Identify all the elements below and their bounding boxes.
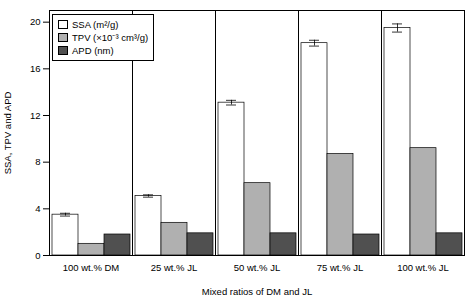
- svg-text:16: 16: [30, 63, 41, 74]
- html-text:SSA (m²/g): SSA (m²/g): [72, 19, 119, 30]
- svg-text:100 wt.% JL: 100 wt.% JL: [397, 262, 449, 273]
- html-text:TPV (×10⁻³ cm³/g): TPV (×10⁻³ cm³/g): [72, 32, 149, 43]
- svg-text:Mixed ratios of DM and JL: Mixed ratios of DM and JL: [202, 286, 312, 297]
- svg-text:100 wt.% DM: 100 wt.% DM: [63, 262, 120, 273]
- svg-text:25 wt.% JL: 25 wt.% JL: [151, 262, 197, 273]
- svg-text:50 wt.% JL: 50 wt.% JL: [234, 262, 280, 273]
- html-text:APD (nm): APD (nm): [72, 45, 114, 56]
- svg-text:12: 12: [30, 110, 41, 121]
- svg-text:8: 8: [35, 156, 40, 167]
- svg-text:0: 0: [35, 250, 40, 261]
- svg-text:4: 4: [35, 203, 40, 214]
- svg-text:75 wt.% JL: 75 wt.% JL: [317, 262, 363, 273]
- svg-text:SSA, TPV and APD: SSA, TPV and APD: [2, 91, 13, 174]
- svg-text:20: 20: [30, 16, 41, 27]
